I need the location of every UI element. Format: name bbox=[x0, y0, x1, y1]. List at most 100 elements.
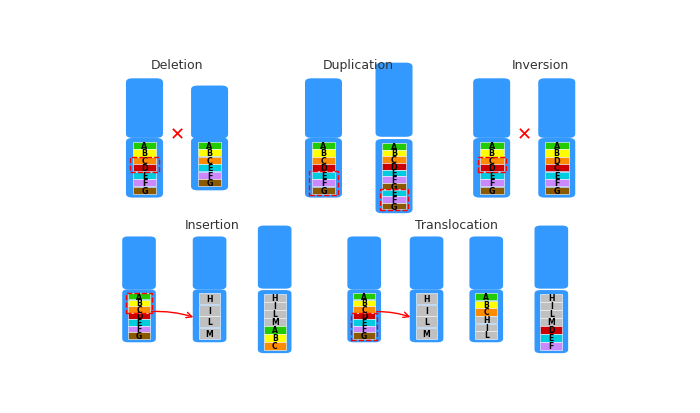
Text: D: D bbox=[141, 164, 148, 173]
FancyBboxPatch shape bbox=[382, 177, 406, 183]
FancyBboxPatch shape bbox=[122, 290, 156, 342]
Text: B: B bbox=[206, 149, 213, 158]
Text: D: D bbox=[391, 162, 398, 171]
FancyBboxPatch shape bbox=[312, 165, 335, 172]
FancyBboxPatch shape bbox=[128, 320, 150, 326]
FancyBboxPatch shape bbox=[264, 334, 286, 342]
FancyBboxPatch shape bbox=[126, 139, 163, 198]
Text: D: D bbox=[554, 157, 560, 166]
Text: L: L bbox=[424, 317, 429, 326]
Text: B: B bbox=[136, 299, 142, 307]
FancyBboxPatch shape bbox=[473, 139, 510, 198]
FancyBboxPatch shape bbox=[122, 237, 156, 290]
Text: A: A bbox=[483, 292, 489, 301]
FancyBboxPatch shape bbox=[264, 310, 286, 318]
FancyBboxPatch shape bbox=[470, 237, 503, 290]
Text: G: G bbox=[206, 179, 213, 188]
Text: F: F bbox=[142, 179, 147, 188]
FancyBboxPatch shape bbox=[258, 290, 291, 353]
FancyBboxPatch shape bbox=[382, 204, 406, 210]
FancyBboxPatch shape bbox=[540, 326, 562, 334]
FancyBboxPatch shape bbox=[132, 150, 156, 157]
FancyBboxPatch shape bbox=[540, 342, 562, 350]
FancyBboxPatch shape bbox=[354, 320, 375, 326]
Text: B: B bbox=[141, 149, 148, 158]
FancyBboxPatch shape bbox=[540, 302, 562, 310]
FancyBboxPatch shape bbox=[480, 165, 503, 172]
FancyBboxPatch shape bbox=[416, 328, 438, 339]
Text: F: F bbox=[207, 171, 212, 180]
Text: B: B bbox=[489, 149, 495, 158]
FancyBboxPatch shape bbox=[480, 143, 503, 150]
Text: F: F bbox=[391, 195, 397, 204]
FancyBboxPatch shape bbox=[545, 172, 568, 180]
FancyBboxPatch shape bbox=[128, 332, 150, 339]
FancyBboxPatch shape bbox=[132, 143, 156, 150]
Text: E: E bbox=[142, 171, 147, 180]
Text: G: G bbox=[391, 182, 398, 191]
FancyBboxPatch shape bbox=[475, 293, 497, 301]
FancyBboxPatch shape bbox=[475, 332, 497, 339]
Text: F: F bbox=[321, 179, 326, 188]
Text: E: E bbox=[549, 333, 554, 342]
Text: Insertion: Insertion bbox=[185, 218, 239, 231]
Text: C: C bbox=[489, 157, 495, 166]
Text: A: A bbox=[206, 141, 213, 150]
FancyBboxPatch shape bbox=[545, 165, 568, 172]
FancyBboxPatch shape bbox=[312, 187, 335, 194]
Text: Duplication: Duplication bbox=[323, 59, 394, 72]
Text: F: F bbox=[554, 179, 559, 188]
FancyBboxPatch shape bbox=[128, 293, 150, 300]
Text: A: A bbox=[321, 142, 327, 151]
Text: B: B bbox=[361, 299, 367, 307]
Text: I: I bbox=[273, 301, 276, 310]
FancyBboxPatch shape bbox=[475, 309, 497, 316]
FancyBboxPatch shape bbox=[382, 150, 406, 157]
FancyBboxPatch shape bbox=[132, 157, 156, 165]
FancyBboxPatch shape bbox=[354, 313, 375, 319]
Text: H: H bbox=[272, 293, 278, 302]
FancyBboxPatch shape bbox=[382, 170, 406, 177]
Text: B: B bbox=[554, 149, 560, 158]
Text: C: C bbox=[141, 157, 148, 166]
FancyBboxPatch shape bbox=[480, 180, 503, 187]
Text: F: F bbox=[391, 176, 397, 185]
FancyBboxPatch shape bbox=[382, 164, 406, 170]
FancyBboxPatch shape bbox=[197, 142, 221, 150]
FancyBboxPatch shape bbox=[199, 328, 220, 339]
FancyBboxPatch shape bbox=[199, 294, 220, 304]
FancyBboxPatch shape bbox=[538, 139, 575, 198]
Text: G: G bbox=[361, 331, 368, 340]
Text: C: C bbox=[554, 164, 560, 173]
FancyBboxPatch shape bbox=[197, 150, 221, 157]
Text: A: A bbox=[391, 142, 397, 152]
FancyBboxPatch shape bbox=[354, 326, 375, 332]
Text: C: C bbox=[484, 308, 489, 317]
FancyBboxPatch shape bbox=[416, 305, 438, 316]
FancyBboxPatch shape bbox=[354, 300, 375, 306]
FancyBboxPatch shape bbox=[305, 79, 342, 138]
FancyBboxPatch shape bbox=[132, 180, 156, 187]
FancyBboxPatch shape bbox=[199, 305, 220, 316]
Text: A: A bbox=[361, 292, 367, 301]
Text: L: L bbox=[207, 317, 212, 326]
FancyBboxPatch shape bbox=[473, 79, 510, 138]
FancyBboxPatch shape bbox=[382, 190, 406, 197]
Text: B: B bbox=[272, 333, 277, 342]
FancyBboxPatch shape bbox=[375, 140, 412, 214]
FancyBboxPatch shape bbox=[382, 157, 406, 164]
Text: A: A bbox=[554, 142, 560, 151]
Text: M: M bbox=[423, 329, 430, 338]
FancyBboxPatch shape bbox=[540, 294, 562, 302]
Text: B: B bbox=[484, 300, 489, 309]
Text: Inversion: Inversion bbox=[512, 59, 569, 72]
Text: C: C bbox=[361, 305, 367, 314]
Text: A: A bbox=[136, 292, 142, 301]
FancyBboxPatch shape bbox=[382, 144, 406, 150]
FancyBboxPatch shape bbox=[540, 318, 562, 326]
FancyBboxPatch shape bbox=[545, 143, 568, 150]
FancyBboxPatch shape bbox=[545, 180, 568, 187]
FancyBboxPatch shape bbox=[480, 187, 503, 194]
FancyBboxPatch shape bbox=[128, 306, 150, 313]
FancyBboxPatch shape bbox=[354, 306, 375, 313]
